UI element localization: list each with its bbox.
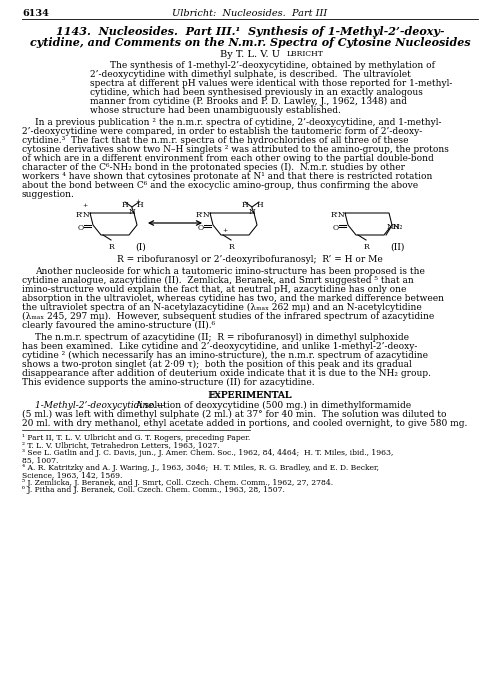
Text: cytidine, which had been synthesised previously in an exactly analogous: cytidine, which had been synthesised pre…	[90, 88, 423, 97]
Text: cytidine analogue, azacytidine (II).  Zemlicka, Beranek, and Smrt suggested ⁵ th: cytidine analogue, azacytidine (II). Zem…	[22, 276, 414, 285]
Text: A solution of deoxycytidine (500 mg.) in dimethylformamide: A solution of deoxycytidine (500 mg.) in…	[135, 401, 411, 410]
Text: In a previous publication ² the n.m.r. spectra of cytidine, 2’-deoxycytidine, an: In a previous publication ² the n.m.r. s…	[35, 118, 442, 127]
Text: O: O	[198, 224, 204, 232]
Text: has been examined.  Like cytidine and 2’-deoxycytidine, and unlike 1-methyl-2’-d: has been examined. Like cytidine and 2’-…	[22, 342, 417, 351]
Text: By T. L. V. U: By T. L. V. U	[220, 50, 280, 59]
Text: R = ribofuranosyl or 2’-deoxyribofuranosyl;  R’ = H or Me: R = ribofuranosyl or 2’-deoxyribofuranos…	[117, 255, 383, 264]
Text: of which are in a different environment from each other owing to the partial dou: of which are in a different environment …	[22, 154, 434, 163]
Text: ⁶ J. Pitha and J. Beranek, Coll. Czech. Chem. Comm., 1963, 28, 1507.: ⁶ J. Pitha and J. Beranek, Coll. Czech. …	[22, 486, 285, 494]
Text: O: O	[78, 224, 84, 232]
Text: shows a two-proton singlet (at 2·09 τ);  both the position of this peak and its : shows a two-proton singlet (at 2·09 τ); …	[22, 360, 412, 369]
Text: Ulbricht:  Nucleosides.  Part III: Ulbricht: Nucleosides. Part III	[172, 9, 328, 18]
Text: 20 ml. with dry methanol, ethyl acetate added in portions, and cooled overnight,: 20 ml. with dry methanol, ethyl acetate …	[22, 419, 468, 428]
Text: (I): (I)	[135, 243, 146, 252]
Text: The synthesis of 1-methyl-2’-deoxycytidine, obtained by methylation of: The synthesis of 1-methyl-2’-deoxycytidi…	[110, 61, 435, 70]
Text: imino-structure would explain the fact that, at neutral pH, azacytidine has only: imino-structure would explain the fact t…	[22, 285, 406, 294]
Text: N: N	[393, 223, 400, 231]
Text: NH₂: NH₂	[387, 223, 404, 231]
Text: +: +	[82, 203, 87, 208]
Text: N: N	[129, 208, 136, 216]
Text: O: O	[333, 224, 339, 232]
Text: R: R	[229, 243, 235, 251]
Text: R'N: R'N	[196, 211, 210, 219]
Text: H: H	[242, 201, 248, 209]
Text: ⁵ J. Zemlicka, J. Beranek, and J. Smrt, Coll. Czech. Chem. Comm., 1962, 27, 2784: ⁵ J. Zemlicka, J. Beranek, and J. Smrt, …	[22, 479, 333, 487]
Text: H: H	[122, 201, 128, 209]
Text: (λₘₐₓ 245, 297 mμ).  However, subsequent studies of the infrared spectrum of aza: (λₘₐₓ 245, 297 mμ). However, subsequent …	[22, 312, 434, 321]
Text: The n.m.r. spectrum of azacytidine (II;  R = ribofuranosyl) in dimethyl sulphoxi: The n.m.r. spectrum of azacytidine (II; …	[35, 333, 409, 342]
Text: cytidine.³  The fact that the n.m.r. spectra of the hydrochlorides of all three : cytidine.³ The fact that the n.m.r. spec…	[22, 136, 408, 145]
Text: manner from cytidine (P. Brooks and P. D. Lawley, J., 1962, 1348) and: manner from cytidine (P. Brooks and P. D…	[90, 97, 407, 106]
Text: EXPERIMENTAL: EXPERIMENTAL	[208, 391, 292, 400]
Text: 2’-deoxycytidine were compared, in order to establish the tautomeric form of 2’-: 2’-deoxycytidine were compared, in order…	[22, 127, 422, 136]
Text: absorption in the ultraviolet, whereas cytidine has two, and the marked differen: absorption in the ultraviolet, whereas c…	[22, 294, 444, 303]
Text: suggestion.: suggestion.	[22, 190, 75, 199]
Text: Science, 1963, 142, 1569.: Science, 1963, 142, 1569.	[22, 471, 122, 479]
Text: cytosine derivatives show two N–H singlets ² was attributed to the amino-group, : cytosine derivatives show two N–H single…	[22, 145, 449, 154]
Text: cytidine, and Comments on the N.m.r. Spectra of Cytosine Nucleosides: cytidine, and Comments on the N.m.r. Spe…	[30, 37, 470, 48]
Text: 85, 1007.: 85, 1007.	[22, 456, 59, 464]
Text: ¹ Part II, T. L. V. Ulbricht and G. T. Rogers, preceding Paper.: ¹ Part II, T. L. V. Ulbricht and G. T. R…	[22, 434, 250, 442]
Text: H: H	[257, 201, 264, 209]
Text: ² T. L. V. Ulbricht, Tetrahedron Letters, 1963, 1027.: ² T. L. V. Ulbricht, Tetrahedron Letters…	[22, 441, 220, 449]
Text: EхPERIMENTAL: EхPERIMENTAL	[208, 391, 292, 400]
Text: R: R	[109, 243, 115, 251]
Text: disappearance after addition of deuterium oxide indicate that it is due to the N: disappearance after addition of deuteriu…	[22, 369, 431, 378]
Text: workers ⁴ have shown that cytosines protonate at N¹ and that there is restricted: workers ⁴ have shown that cytosines prot…	[22, 172, 432, 181]
Text: (5 ml.) was left with dimethyl sulphate (2 ml.) at 37° for 40 min.  The solution: (5 ml.) was left with dimethyl sulphate …	[22, 410, 446, 419]
Text: clearly favoured the amino-structure (II).⁶: clearly favoured the amino-structure (II…	[22, 321, 215, 330]
Text: R: R	[364, 243, 370, 251]
Text: character of the C⁶-NH₂ bond in the protonated species (I).  N.m.r. studies by o: character of the C⁶-NH₂ bond in the prot…	[22, 163, 405, 172]
Text: spectra at different pH values were identical with those reported for 1-methyl-: spectra at different pH values were iden…	[90, 79, 453, 88]
Text: (II): (II)	[390, 243, 404, 252]
Text: +: +	[135, 199, 140, 204]
Text: 1-​Methyl-2’-deoxycytidine.—: 1-​Methyl-2’-deoxycytidine.—	[35, 401, 166, 410]
Text: whose structure had been unambiguously established.: whose structure had been unambiguously e…	[90, 106, 341, 115]
Text: about the bond between C⁶ and the exocyclic amino-group, thus confirming the abo: about the bond between C⁶ and the exocyc…	[22, 181, 418, 190]
Text: the ultraviolet spectra of an N-acetylazacytidine (λₘₐₓ 262 mμ) and an N-acetylc: the ultraviolet spectra of an N-acetylaz…	[22, 303, 422, 312]
Text: ³ See L. Gatlin and J. C. Davis, jun., J. Amer. Chem. Soc., 1962, 84, 4464;  H. : ³ See L. Gatlin and J. C. Davis, jun., J…	[22, 449, 394, 457]
Text: 2’-deoxycytidine with dimethyl sulphate, is described.  The ultraviolet: 2’-deoxycytidine with dimethyl sulphate,…	[90, 70, 411, 79]
Text: R'N: R'N	[76, 211, 90, 219]
Text: H: H	[137, 201, 143, 209]
Text: 6134: 6134	[22, 9, 49, 18]
Text: 1143.  Nucleosides.  Part III.¹  Synthesis of 1-Methyl-2’-deoxy-: 1143. Nucleosides. Part III.¹ Synthesis …	[56, 26, 444, 37]
Text: This evidence supports the amino-structure (II) for azacytidine.: This evidence supports the amino-structu…	[22, 378, 314, 387]
Text: +: +	[222, 228, 227, 233]
Text: Another nucleoside for which a tautomeric imino-structure has been proposed is t: Another nucleoside for which a tautomeri…	[35, 267, 425, 276]
Text: ⁴ A. R. Katritzky and A. J. Waring, J., 1963, 3046;  H. T. Miles, R. G. Bradley,: ⁴ A. R. Katritzky and A. J. Waring, J., …	[22, 464, 379, 472]
Text: cytidine ² (which necessarily has an imino-structure), the n.m.r. spectrum of az: cytidine ² (which necessarily has an imi…	[22, 351, 428, 360]
Text: N: N	[249, 208, 256, 216]
Text: LBRICHT: LBRICHT	[287, 50, 324, 58]
Text: R'N: R'N	[331, 211, 345, 219]
